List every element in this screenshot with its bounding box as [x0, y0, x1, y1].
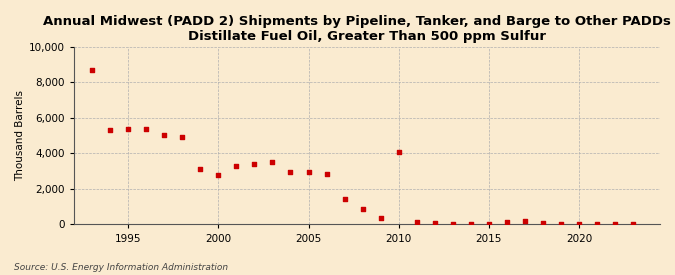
Point — [105, 128, 115, 133]
Point — [321, 172, 332, 176]
Point — [267, 160, 278, 164]
Point — [141, 127, 152, 132]
Y-axis label: Thousand Barrels: Thousand Barrels — [15, 90, 25, 181]
Point — [177, 135, 188, 140]
Point — [159, 133, 169, 137]
Point — [502, 220, 512, 224]
Point — [285, 170, 296, 174]
Point — [231, 164, 242, 168]
Point — [123, 127, 134, 132]
Point — [339, 197, 350, 201]
Point — [448, 221, 458, 226]
Point — [556, 221, 566, 226]
Point — [357, 207, 368, 211]
Point — [394, 150, 404, 154]
Text: Source: U.S. Energy Information Administration: Source: U.S. Energy Information Administ… — [14, 263, 227, 272]
Point — [195, 166, 206, 171]
Point — [303, 170, 314, 174]
Point — [213, 173, 224, 177]
Point — [537, 221, 548, 225]
Point — [411, 220, 422, 224]
Point — [429, 221, 440, 225]
Title: Annual Midwest (PADD 2) Shipments by Pipeline, Tanker, and Barge to Other PADDs : Annual Midwest (PADD 2) Shipments by Pip… — [43, 15, 675, 43]
Point — [375, 216, 386, 221]
Point — [574, 221, 585, 226]
Point — [610, 221, 620, 226]
Point — [520, 219, 531, 223]
Point — [483, 221, 494, 226]
Point — [591, 221, 602, 226]
Point — [249, 162, 260, 166]
Point — [628, 221, 639, 226]
Point — [465, 221, 476, 226]
Point — [87, 68, 98, 72]
